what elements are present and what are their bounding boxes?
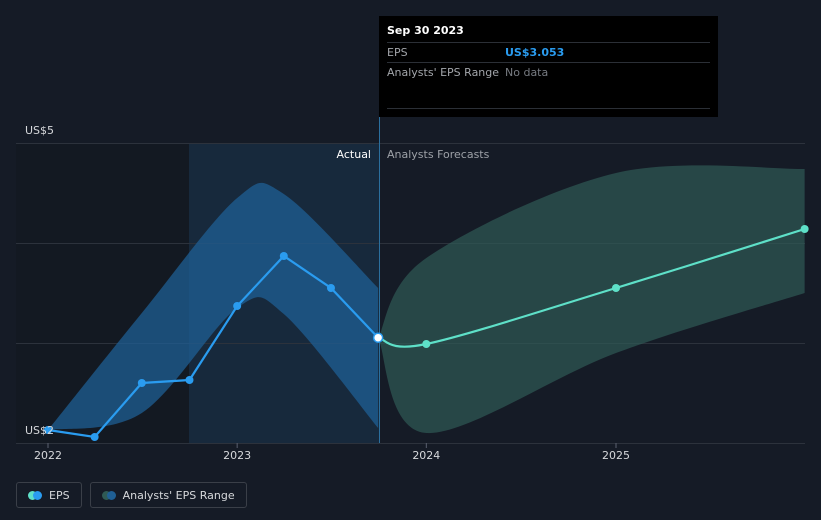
y-label-top: US$5 (25, 124, 54, 137)
tooltip-range-row: Analysts' EPS Range No data (387, 62, 710, 82)
eps-point[interactable] (422, 340, 431, 348)
legend-eps-label: EPS (49, 488, 70, 502)
x-tick-label: 2023 (223, 449, 251, 462)
tooltip-range-label: Analysts' EPS Range (387, 66, 500, 79)
range-legend-icon (101, 490, 116, 500)
actual-label: Actual (337, 148, 371, 161)
eps-forecast-line (377, 227, 805, 348)
tooltip-divider (387, 108, 710, 109)
eps-point[interactable] (185, 376, 194, 384)
eps-point[interactable] (800, 225, 809, 233)
actual-range-band (48, 182, 379, 430)
legend-eps-button[interactable]: EPS (16, 482, 82, 508)
tooltip-range-value: No data (505, 66, 549, 79)
eps-legend-icon (28, 490, 42, 500)
eps-point[interactable] (326, 284, 335, 292)
legend: EPS Analysts' EPS Range (16, 482, 247, 508)
eps-lines (47, 227, 805, 439)
tooltip-eps-label: EPS (387, 46, 408, 59)
eps-actual-line (47, 254, 379, 439)
x-axis-ticks: 2022 2023 2024 2025 (34, 443, 630, 462)
tooltip-date: Sep 30 2023 (387, 24, 464, 37)
x-tick-label: 2025 (602, 449, 630, 462)
legend-range-label: Analysts' EPS Range (122, 488, 235, 502)
eps-point[interactable] (137, 379, 146, 387)
eps-points (44, 225, 809, 441)
x-tick-label: 2024 (412, 449, 440, 462)
eps-point[interactable] (612, 284, 620, 292)
tooltip: Sep 30 2023 EPS US$3.053 Analysts' EPS R… (379, 16, 718, 117)
tooltip-eps-row: EPS US$3.053 (387, 42, 710, 62)
x-tick-label: 2022 (34, 449, 62, 462)
tooltip-eps-value: US$3.053 (505, 46, 565, 59)
eps-point[interactable] (44, 426, 52, 434)
eps-selected-point[interactable] (372, 332, 384, 343)
range-bands (48, 165, 805, 434)
forecast-label: Analysts Forecasts (387, 148, 490, 161)
eps-point[interactable] (233, 302, 242, 310)
forecast-range-band (378, 165, 805, 434)
legend-range-button[interactable]: Analysts' EPS Range (89, 482, 247, 508)
eps-point[interactable] (90, 433, 99, 441)
y-label-bottom: US$2 (25, 424, 54, 437)
eps-point[interactable] (279, 252, 288, 260)
